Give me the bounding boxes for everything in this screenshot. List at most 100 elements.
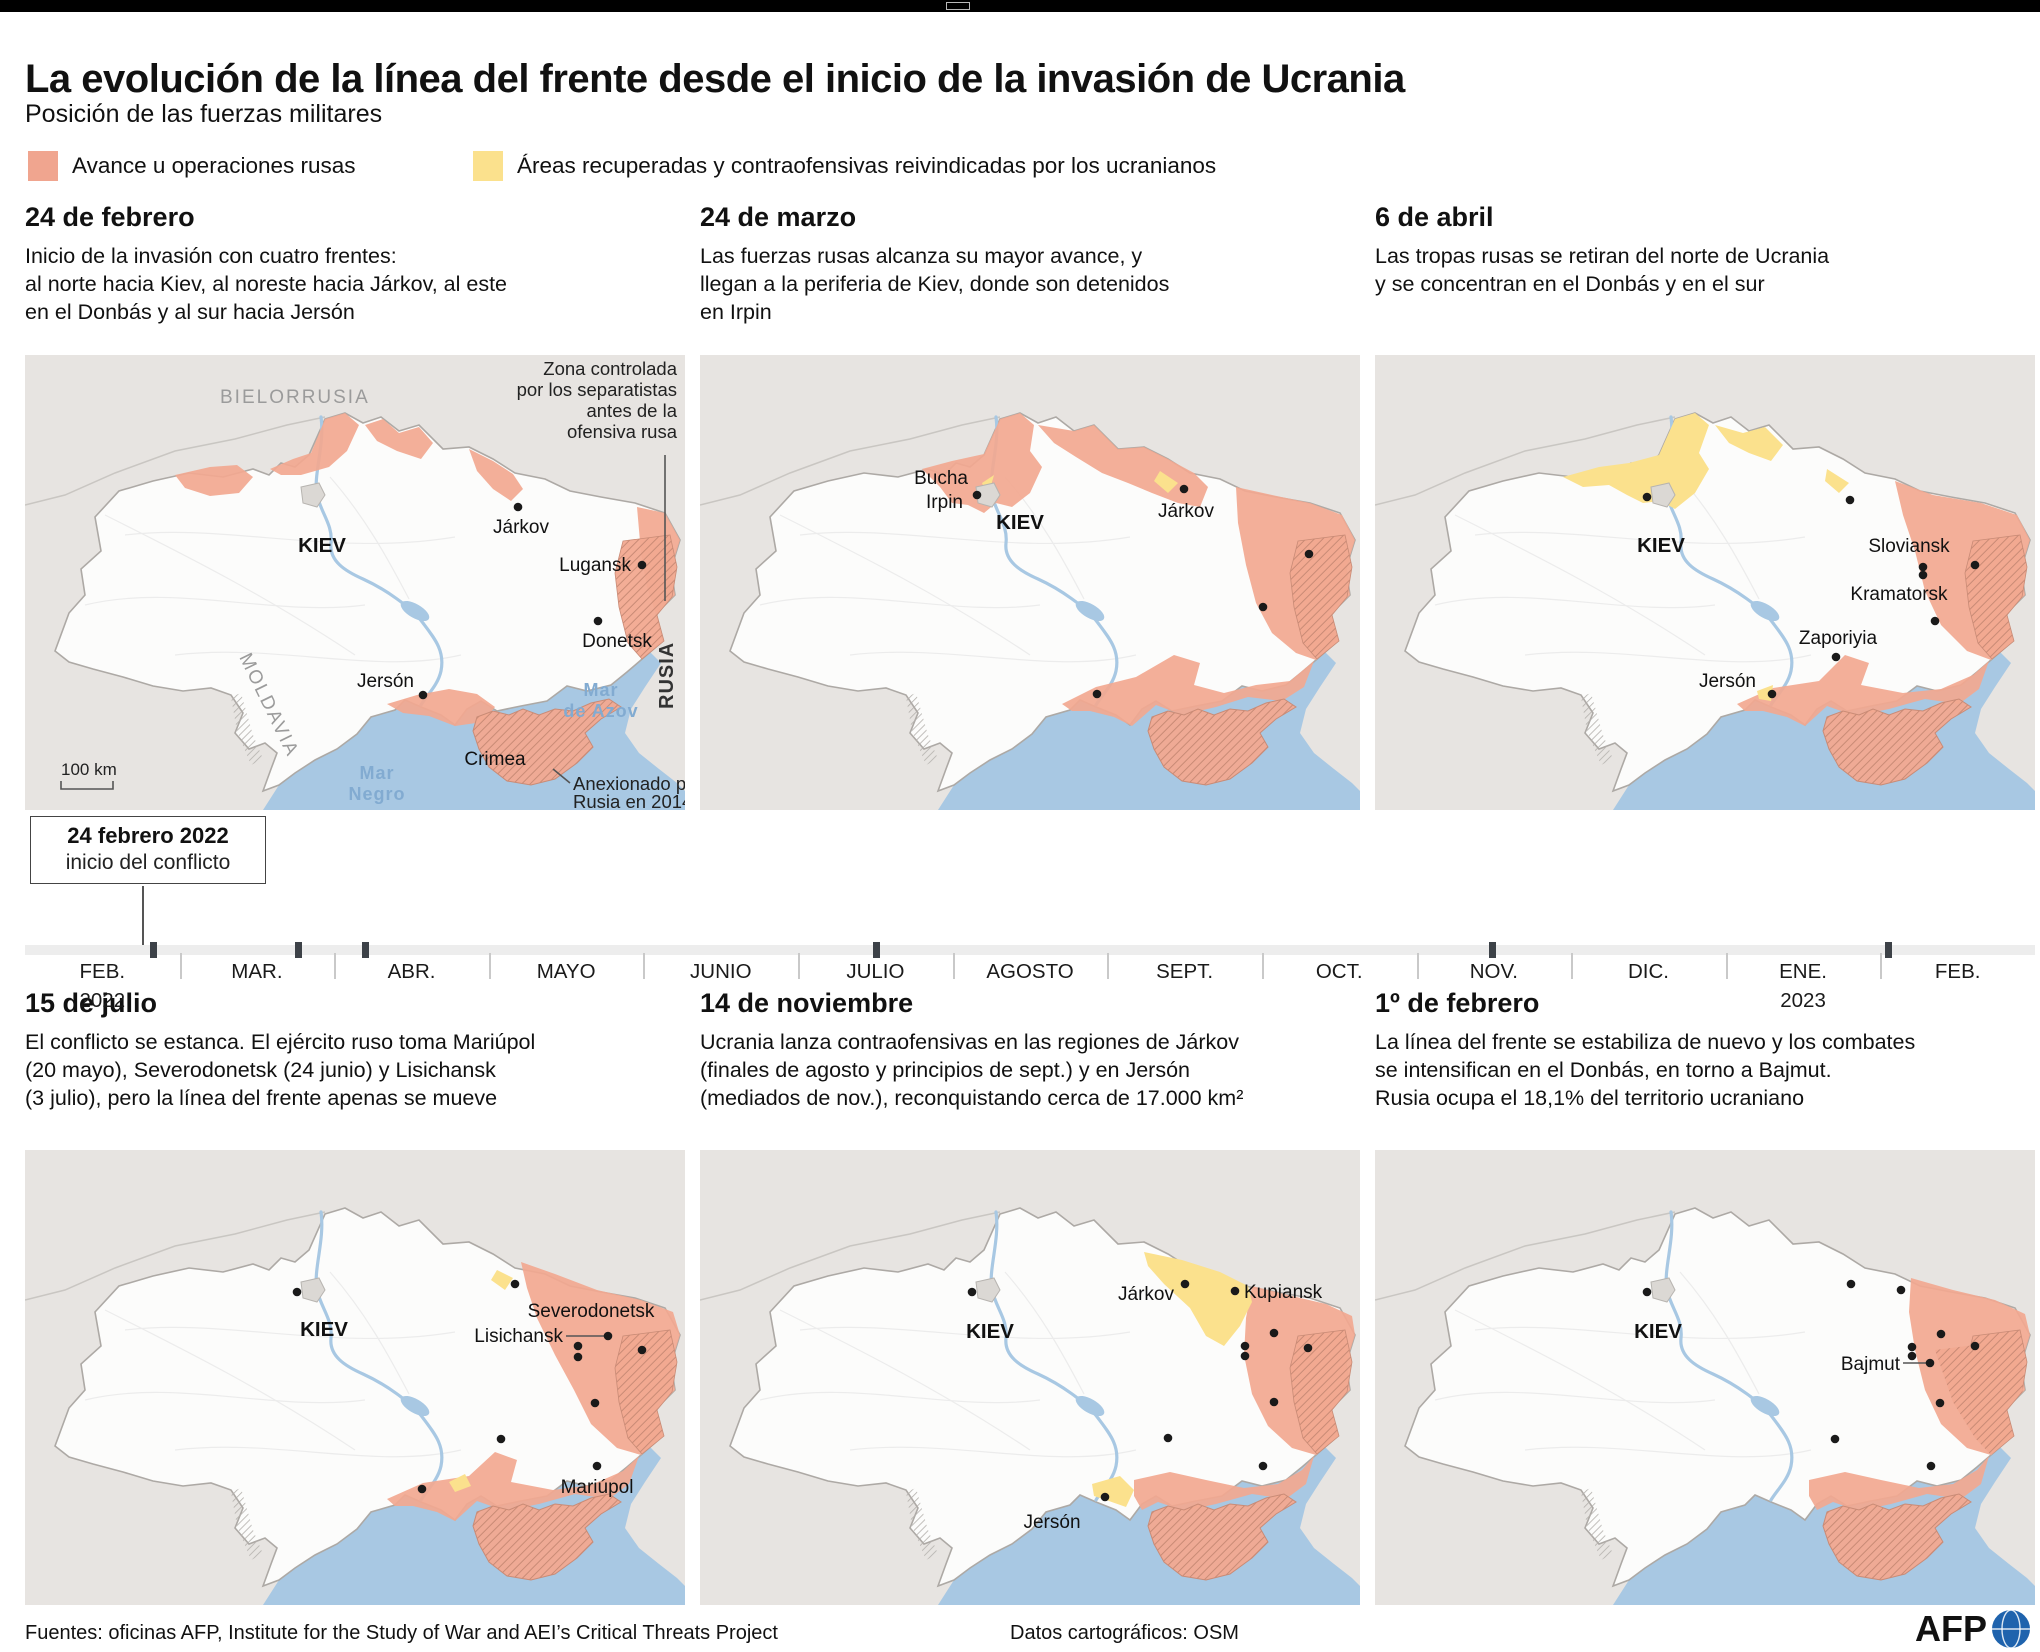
- map-label-crimea: Crimea: [464, 749, 526, 770]
- city-dot: [573, 1352, 583, 1362]
- timeline-year: 2022: [79, 989, 126, 1012]
- road-line: [1474, 531, 1806, 544]
- map-label-kramatorsk: Kramatorsk: [1850, 584, 1948, 605]
- map-24-marzo: KIEV Bucha Irpin Járkov: [700, 355, 1360, 810]
- city-dot: [967, 1287, 977, 1297]
- separatist-area-hatch: [614, 1329, 678, 1455]
- timeline-month-junio: JUNIO: [690, 960, 752, 983]
- ukrainian-recovered-area: [1563, 413, 1709, 509]
- timeline-event-tick: [1489, 942, 1496, 958]
- road-line: [1454, 514, 1706, 656]
- map-label-j-rkov: Járkov: [493, 517, 549, 538]
- legend-label-ukrainian: Áreas recuperadas y contraofensivas reiv…: [517, 153, 1217, 178]
- timeline-separator: [1725, 953, 1728, 979]
- city-dot: [1926, 1461, 1936, 1471]
- panel-15-julio: 15 de julio El conflicto se estanca. El …: [25, 988, 685, 1113]
- map-label-jers-n: Jersón: [357, 671, 414, 692]
- transnistria-hatch: [231, 1488, 263, 1560]
- kyiv-city-shape: [975, 1277, 1001, 1303]
- road-line: [1004, 1271, 1085, 1395]
- map-label-j-rkov: Járkov: [1158, 501, 1214, 522]
- timeline-bar: [25, 945, 2035, 955]
- road-line: [1474, 1326, 1806, 1339]
- russian-advance-area: [1062, 655, 1314, 726]
- panel-description: Ucrania lanza contraofensivas en las reg…: [700, 1030, 1244, 1110]
- map-svg-p3: KIEV Sloviansk Kramatorsk Zaporiyia Jersón: [1375, 355, 2035, 810]
- road-line: [1679, 1271, 1760, 1395]
- map-label-anexionado-por: Anexionado por: [573, 773, 685, 794]
- city-dot: [1642, 1287, 1652, 1297]
- city-dot: [1830, 1434, 1840, 1444]
- city-dot: [1240, 1341, 1250, 1351]
- russian-advance-area: [387, 689, 495, 726]
- map-svg-p5: KIEV Járkov Kupiansk Jersón: [700, 1150, 1360, 1605]
- timeline-month-oct: OCT.: [1315, 960, 1363, 983]
- map-label-kupiansk: Kupiansk: [1244, 1282, 1323, 1303]
- map-label-irpin: Irpin: [926, 492, 963, 513]
- city-dot: [1935, 1398, 1945, 1408]
- map-label-negro: Negro: [348, 784, 405, 804]
- occupied-area-hatch: [1935, 1340, 2023, 1455]
- kyiv-city-shape: [300, 1277, 326, 1303]
- city-dot: [1925, 1358, 1935, 1368]
- footer-sources: Fuentes: oficinas AFP, Institute for the…: [25, 1622, 778, 1644]
- timeline-year: 2023: [1780, 989, 1826, 1012]
- timeline-separator: [1416, 953, 1419, 979]
- map-label-mari-pol: Mariúpol: [561, 1477, 634, 1498]
- road-line: [1434, 1391, 1716, 1404]
- crimea-hatch: [472, 698, 622, 786]
- city-dot: [513, 502, 523, 512]
- road-line: [174, 1446, 462, 1458]
- map-label-zona-controlada: Zona controlada: [543, 358, 677, 379]
- timeline-separator: [334, 953, 337, 979]
- city-dot: [972, 490, 982, 500]
- russian-advance-area: [1809, 1456, 1989, 1511]
- panel-description: El conflicto se estanca. El ejército rus…: [25, 1030, 536, 1110]
- annotation-line: [552, 768, 571, 784]
- ukrainian-recovered-area: [449, 1474, 471, 1492]
- timeline-month-mar: MAR.: [231, 960, 283, 983]
- map-label-kiev: KIEV: [966, 1320, 1014, 1343]
- timeline-month-ene-2023: ENE. 2023: [1738, 960, 1868, 1013]
- page-subtitle: Posición de las fuerzas militares: [25, 100, 383, 128]
- map-label-severodonetsk: Severodonetsk: [528, 1301, 655, 1322]
- legend-swatch-ukrainian: [473, 151, 503, 181]
- timeline-separator: [179, 953, 182, 979]
- road-line: [849, 1446, 1137, 1458]
- timeline-annotation-box: 24 febrero 2022 inicio del conflicto: [30, 816, 266, 884]
- city-dot: [1230, 1286, 1240, 1296]
- panel-date: 14 de noviembre: [700, 988, 914, 1018]
- timeline-event-tick: [150, 942, 157, 958]
- panel-description: Las tropas rusas se retiran del norte de…: [1375, 244, 1830, 296]
- russian-advance-area: [175, 465, 253, 496]
- city-dot: [417, 1484, 427, 1494]
- city-dot: [292, 1287, 302, 1297]
- map-svg-p6: KIEV Bajmut: [1375, 1150, 2035, 1605]
- transnistria-hatch: [231, 693, 263, 765]
- map-label-de-azov: de Azov: [563, 701, 638, 721]
- page-title: La evolución de la línea del frente desd…: [25, 56, 1405, 101]
- map-label-bajmut: Bajmut: [1841, 1354, 1901, 1375]
- road-line: [799, 531, 1131, 544]
- city-dot: [1907, 1342, 1917, 1352]
- timeline-annotation-date: 24 febrero 2022: [67, 823, 229, 848]
- map-24-febrero: BIELORRUSIA MOLDAVIA RUSIA KIEV Járkov Lugans…: [25, 355, 685, 810]
- panel-date: 6 de abril: [1375, 202, 1494, 232]
- road-line: [329, 1271, 410, 1395]
- timeline-month-agosto: AGOSTO: [986, 960, 1074, 983]
- city-dot: [573, 1341, 583, 1351]
- map-label-lisichansk: Lisichansk: [474, 1326, 563, 1347]
- country-border: [25, 416, 326, 506]
- map-label-ofensiva-rusa: ofensiva rusa: [567, 421, 678, 442]
- timeline-separator: [488, 953, 491, 979]
- road-line: [104, 514, 356, 656]
- timeline-separator: [798, 953, 801, 979]
- crimea-hatch: [1147, 698, 1297, 786]
- map-label-kiev: KIEV: [298, 534, 346, 557]
- separatist-area-hatch: [1289, 1329, 1353, 1455]
- city-dot: [1918, 562, 1928, 572]
- reservoir: [1750, 600, 1780, 622]
- map-label-zaporiyia: Zaporiyia: [1799, 628, 1878, 649]
- city-dot: [1304, 549, 1314, 559]
